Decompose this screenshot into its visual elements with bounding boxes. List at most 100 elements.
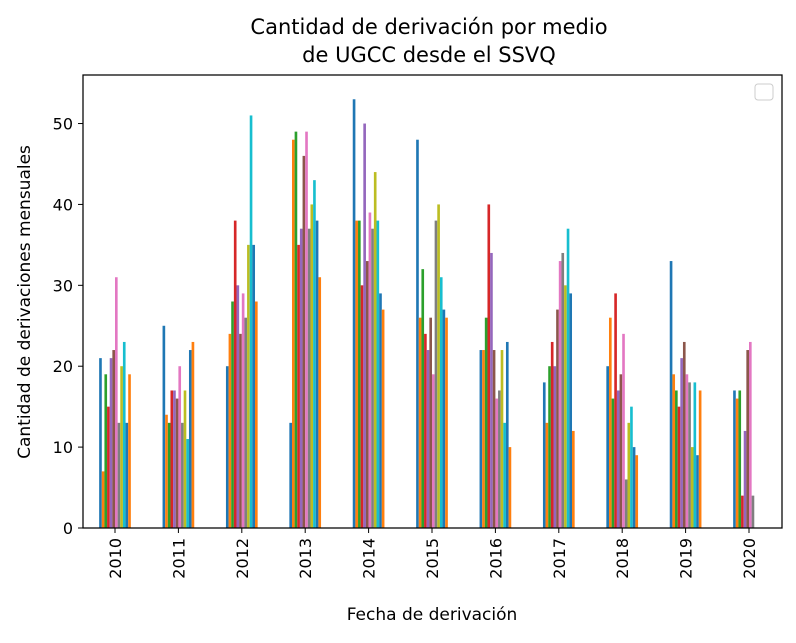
bar-2010-series-3 — [104, 374, 108, 528]
bar-2013-series-4 — [297, 244, 300, 529]
bar-2017-series-10 — [566, 228, 570, 528]
bar-2011-series-6 — [175, 398, 179, 528]
bar-2014-series-3 — [358, 220, 361, 529]
bar-2017-series-11 — [569, 293, 573, 528]
bar-2019-series-4 — [677, 406, 681, 528]
bar-2013-series-8 — [307, 228, 311, 528]
bar-2013-series-9 — [310, 204, 314, 528]
bar-2016-series-9 — [500, 350, 504, 528]
x-tick-label-2018: 2018 — [613, 538, 632, 579]
bar-2010-series-5 — [109, 358, 113, 529]
bar-2012-series-2 — [228, 333, 232, 528]
bar-2018-series-7 — [622, 333, 625, 528]
bar-2020-series-8 — [751, 495, 755, 528]
bar-2018-series-10 — [630, 406, 633, 528]
y-axis: 0 10 20 30 40 50 — [53, 115, 83, 538]
bar-2020-series-5 — [743, 430, 747, 528]
bar-2017-series-7 — [558, 261, 562, 528]
bar-2016-series-12 — [508, 447, 512, 528]
bar-2012-series-8 — [244, 317, 248, 528]
bar-2018-series-11 — [632, 447, 636, 528]
bar-2011-series-1 — [162, 325, 166, 528]
bar-2020-series-7 — [749, 341, 752, 528]
bar-2011-series-11 — [188, 350, 192, 528]
bar-2013-series-2 — [291, 139, 295, 528]
x-tick-label-2015: 2015 — [423, 538, 442, 579]
y-tick-label: 10 — [53, 438, 73, 457]
bar-2011-series-12 — [191, 341, 195, 528]
bar-2011-series-3 — [167, 422, 171, 528]
bar-2015-series-10 — [439, 277, 443, 528]
bar-2015-series-7 — [432, 374, 435, 528]
bar-2013-series-12 — [318, 277, 322, 528]
bar-2019-series-8 — [688, 382, 691, 528]
bar-2010-series-9 — [120, 366, 123, 528]
bar-2014-series-8 — [371, 228, 374, 528]
bar-2013-series-1 — [289, 422, 292, 528]
x-tick-label-2020: 2020 — [740, 538, 759, 579]
x-axis: 2010 2011 2012 2013 2014 2015 2016 2017 2018 2019… — [106, 528, 759, 579]
bar-2015-series-11 — [442, 309, 446, 528]
y-tick-label: 0 — [63, 519, 73, 538]
x-tick-label-2019: 2019 — [677, 538, 696, 579]
bar-2018-series-5 — [616, 390, 620, 528]
bar-2016-series-10 — [503, 422, 506, 528]
bar-2018-series-4 — [614, 293, 617, 528]
bar-2013-series-7 — [305, 131, 308, 529]
bar-2015-series-2 — [418, 317, 422, 528]
bar-2010-series-2 — [101, 471, 105, 529]
chart-title-line1: Cantidad de derivación por medio — [250, 15, 607, 39]
bar-2019-series-9 — [690, 447, 694, 528]
bar-2011-series-9 — [183, 390, 187, 528]
bar-2011-series-2 — [165, 414, 168, 528]
bar-2017-series-6 — [556, 309, 559, 528]
bar-2015-series-9 — [437, 204, 440, 528]
bar-2014-series-1 — [352, 99, 356, 529]
bar-2014-series-9 — [373, 172, 377, 528]
bar-2017-series-2 — [545, 422, 549, 528]
bar-2019-series-2 — [672, 374, 676, 528]
x-tick-label-2017: 2017 — [550, 538, 569, 579]
bar-2015-series-5 — [426, 350, 430, 528]
bar-2014-series-12 — [381, 309, 385, 528]
y-tick-label: 30 — [53, 276, 73, 295]
x-tick-label-2013: 2013 — [296, 538, 315, 579]
bar-2017-series-12 — [572, 430, 575, 528]
bar-2020-series-3 — [738, 390, 742, 528]
bar-2012-series-10 — [249, 115, 253, 528]
bar-2015-series-12 — [445, 317, 448, 528]
bar-2019-series-10 — [693, 382, 697, 528]
x-tick-label-2011: 2011 — [169, 538, 188, 579]
bar-2019-series-6 — [682, 341, 686, 528]
bar-2013-series-3 — [294, 131, 298, 529]
bar-2016-series-1 — [479, 350, 483, 528]
bar-2016-series-5 — [490, 252, 493, 528]
bar-2019-series-12 — [698, 390, 702, 528]
bar-2011-series-10 — [186, 439, 189, 528]
bar-2019-series-7 — [685, 374, 689, 528]
bar-2018-series-6 — [619, 374, 623, 528]
bar-2018-series-12 — [635, 455, 639, 528]
y-axis-label: Cantidad de derivaciones mensuales — [15, 145, 35, 459]
x-axis-label: Fecha de derivación — [347, 605, 518, 625]
bar-2010-series-4 — [107, 406, 110, 528]
bar-2018-series-3 — [611, 398, 615, 528]
bar-2019-series-1 — [669, 261, 673, 528]
bar-2014-series-10 — [376, 220, 380, 529]
bar-2019-series-3 — [675, 390, 678, 528]
bar-2012-series-4 — [233, 220, 237, 529]
bar-2016-series-11 — [505, 341, 509, 528]
y-tick-label: 40 — [53, 195, 73, 214]
bar-2014-series-6 — [365, 261, 369, 528]
bar-2015-series-8 — [434, 220, 438, 529]
bar-2018-series-2 — [608, 317, 612, 528]
bar-2017-series-5 — [553, 366, 557, 528]
bar-2012-series-5 — [236, 285, 240, 528]
bar-2013-series-6 — [302, 155, 306, 528]
bar-2019-series-5 — [680, 358, 683, 529]
bar-2010-series-12 — [128, 374, 131, 528]
bar-2012-series-9 — [247, 244, 250, 529]
bar-2019-series-11 — [696, 455, 699, 528]
bar-2015-series-6 — [429, 317, 432, 528]
bar-2017-series-8 — [561, 252, 565, 528]
